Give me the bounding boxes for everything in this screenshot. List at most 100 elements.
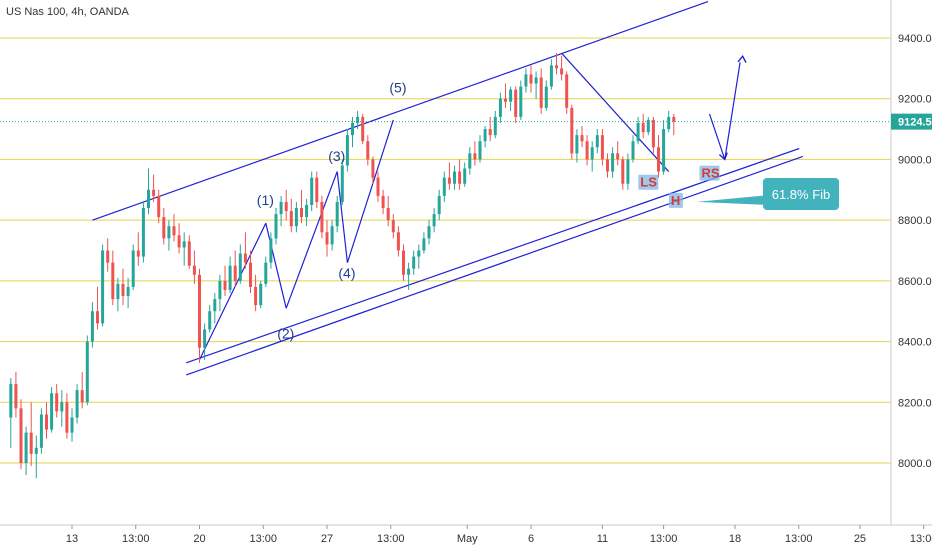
time-tick-label: 6	[528, 533, 534, 545]
wave-segment	[198, 222, 267, 361]
candle-body	[55, 393, 59, 412]
candle-body	[560, 68, 564, 75]
candle-body	[187, 241, 191, 266]
candle-body	[351, 123, 354, 136]
candle-body	[626, 159, 630, 184]
candle-body	[9, 384, 13, 418]
candle-body	[412, 256, 416, 269]
channel-upper-line	[92, 1, 709, 221]
price-tick-label: 8600.0	[898, 276, 932, 288]
candle-body	[631, 141, 635, 160]
candle-body	[514, 89, 518, 117]
candle-body	[595, 135, 599, 148]
candle-body	[75, 390, 79, 418]
candle-body	[213, 299, 217, 312]
candle-body	[616, 153, 620, 160]
time-tick-label: 13:00	[910, 533, 932, 545]
candle-body	[249, 262, 252, 287]
down-arrow-head	[718, 152, 728, 161]
candle-body	[96, 311, 99, 324]
price-axis[interactable]: 9400.0 9200.0 9000.0 8800.0 8600.0 8400.0 8200…	[898, 33, 932, 470]
candle-body	[85, 341, 89, 403]
candle-body	[157, 195, 161, 218]
candle-body	[167, 226, 171, 239]
time-tick-label: 11	[597, 533, 608, 545]
candle-body	[279, 201, 283, 215]
candle-body	[549, 65, 553, 87]
candle-body	[233, 265, 237, 281]
time-tick-label: 13:00	[249, 533, 277, 545]
time-axis[interactable]: 13 13:00 20 13:00 27 13:00 May 6 11 13:00 18 13:00 2…	[66, 525, 932, 545]
candle-body	[432, 214, 436, 227]
trendlines	[92, 1, 804, 376]
wave-segment	[285, 171, 338, 309]
head-shoulders-diagonal	[561, 52, 670, 172]
candle-body	[60, 402, 64, 412]
candle-body	[172, 226, 176, 236]
candle-body	[320, 201, 324, 233]
candle-body	[147, 189, 150, 208]
candle-body	[121, 283, 125, 297]
candle-body	[101, 250, 105, 324]
candle-body	[254, 286, 258, 306]
up-arrow-head	[737, 54, 747, 63]
price-tick-label: 9200.0	[898, 94, 932, 106]
candle-body	[29, 432, 33, 454]
wave-label-5: (5)	[389, 80, 406, 96]
candle-body	[192, 265, 196, 275]
candle-body	[606, 159, 609, 172]
candle-body	[24, 432, 28, 463]
wave-label-1: (1)	[257, 192, 274, 208]
price-tick-label: 8400.0	[898, 337, 932, 349]
candle-body	[259, 283, 263, 306]
wave-label-2: (2)	[277, 326, 294, 342]
wave-segment	[265, 223, 287, 309]
candle-body	[575, 135, 579, 154]
candle-body	[14, 384, 18, 409]
candle-body	[284, 201, 288, 212]
candle-body	[621, 159, 625, 184]
candle-body	[555, 65, 558, 69]
candle-body	[345, 135, 349, 166]
projection-up-arrow-shaft	[724, 62, 741, 160]
candle-body	[641, 123, 645, 133]
candle-body	[305, 204, 309, 218]
wave-label-3: (3)	[328, 148, 345, 164]
time-tick-label: 13:00	[122, 533, 150, 545]
wave-label-4: (4)	[338, 265, 355, 281]
candle-body	[651, 119, 655, 148]
candle-body	[228, 265, 232, 290]
candle-body	[662, 129, 666, 172]
projection-down-arrow-shaft	[708, 113, 726, 160]
candle-body	[473, 153, 477, 160]
candle-body	[447, 177, 451, 184]
candle-body	[65, 402, 69, 433]
candle-body	[391, 220, 395, 233]
candle-body	[356, 116, 360, 123]
candle-body	[509, 89, 513, 102]
candle-body	[223, 280, 227, 290]
callout-pointer	[696, 195, 770, 205]
candle-body	[478, 141, 482, 160]
candle-body	[524, 74, 528, 87]
price-tick-label: 8000.0	[898, 458, 932, 470]
price-tick-label: 9000.0	[898, 154, 932, 166]
time-tick-label: 18	[729, 533, 741, 545]
pattern-label-h: H	[671, 193, 680, 208]
horizontal-levels	[0, 37, 891, 464]
candle-body	[340, 165, 344, 202]
time-tick-label: 13:00	[377, 533, 405, 545]
candle-body	[90, 311, 94, 342]
pattern-label-box	[668, 192, 683, 208]
candle-body	[289, 211, 293, 227]
candle-body	[458, 171, 462, 184]
candle-body	[45, 414, 48, 430]
candle-body	[376, 177, 380, 196]
time-tick-label: 13:00	[785, 533, 813, 545]
time-tick-label: 13:00	[650, 533, 678, 545]
price-tick-label: 8200.0	[898, 397, 932, 409]
candle-body	[361, 116, 365, 142]
candle-body	[238, 253, 242, 281]
pattern-label-rs: RS	[702, 166, 720, 181]
